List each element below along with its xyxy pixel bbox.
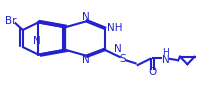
Text: Br: Br <box>5 16 16 26</box>
Text: N: N <box>113 44 121 54</box>
Text: N: N <box>161 55 169 65</box>
Text: NH: NH <box>107 23 122 33</box>
Text: N: N <box>82 12 89 22</box>
Text: N: N <box>33 36 41 46</box>
Text: O: O <box>147 67 156 77</box>
Text: N: N <box>82 55 89 65</box>
Text: H: H <box>162 48 168 57</box>
Text: S: S <box>119 54 126 64</box>
